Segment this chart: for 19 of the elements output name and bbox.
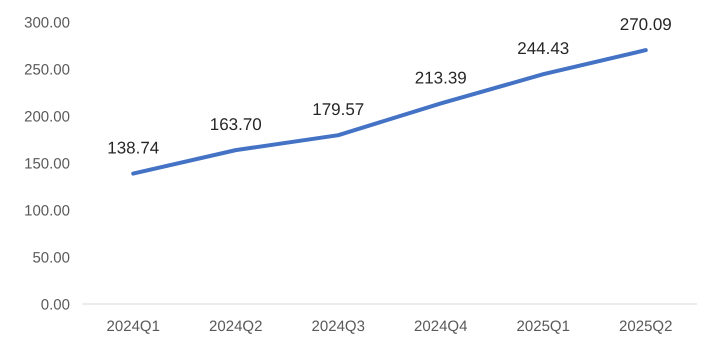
y-tick-label: 50.00 xyxy=(32,249,70,266)
y-tick-label: 200.00 xyxy=(24,108,70,126)
text: 244.43 xyxy=(517,39,570,58)
text: 163.70 xyxy=(210,115,262,134)
text: 270.09 xyxy=(620,15,672,34)
x-tick-label: 2024Q3 xyxy=(312,318,365,335)
y-tick-label: 100.00 xyxy=(24,202,70,220)
x-tick-label: 2024Q4 xyxy=(414,318,468,335)
text: 179.57 xyxy=(312,100,364,120)
x-tick-label: 2025Q2 xyxy=(619,318,672,335)
x-tick-label: 2024Q2 xyxy=(209,318,262,335)
text: 138.74 xyxy=(107,138,160,158)
y-tick-label: 0.00 xyxy=(40,296,70,314)
text: 213.39 xyxy=(414,68,467,88)
x-tick-label: 2024Q1 xyxy=(106,318,160,335)
y-tick-label: 150.00 xyxy=(24,155,70,172)
y-tick-label: 250.00 xyxy=(24,61,70,78)
x-tick-label: 2025Q1 xyxy=(516,318,570,335)
y-tick-label: 300.00 xyxy=(24,14,70,32)
